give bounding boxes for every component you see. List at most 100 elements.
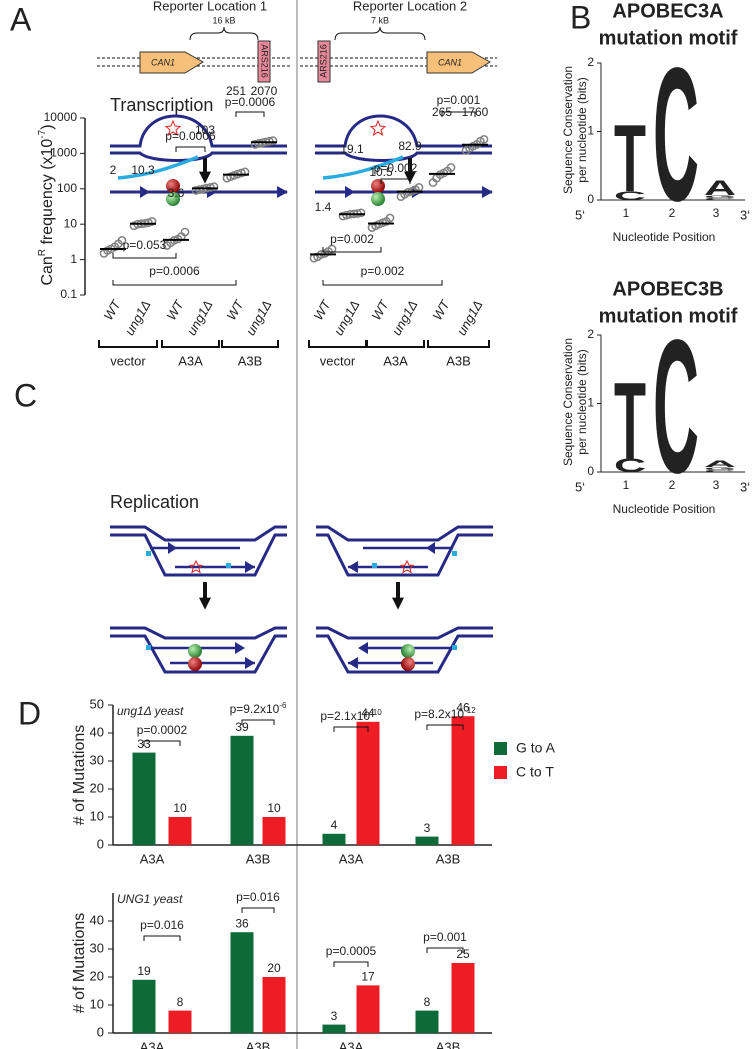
group-bracket (427, 340, 490, 348)
x-end-label: 3‘ (740, 479, 750, 494)
x-axis-label: Nucleotide Position (613, 230, 716, 244)
p-value: p=0.002 (330, 232, 374, 246)
p-bracket (241, 719, 275, 725)
y-tick-label: 0 (97, 836, 104, 851)
x-tick-label: 3 (713, 206, 720, 220)
data-point (117, 235, 127, 245)
y-tick-label: 1 (587, 396, 594, 410)
base-green (166, 192, 180, 206)
y-axis-label: # of Mutations (71, 913, 88, 1014)
p-value: p=0.002 (374, 161, 418, 175)
p-value: p=0.016 (140, 918, 184, 932)
x-axis-label: Nucleotide Position (613, 502, 716, 516)
primer (146, 645, 151, 650)
group-bracket (161, 340, 220, 348)
x-end-label: 3‘ (740, 207, 750, 222)
value-label: 2070 (251, 84, 278, 98)
reporter-title: Reporter Location 2 (353, 0, 467, 13)
bar (415, 836, 439, 845)
reporter-title: Reporter Location 1 (153, 0, 267, 13)
text-part: p=0.0005 (326, 944, 377, 958)
bar (262, 977, 286, 1033)
data-point (147, 217, 157, 226)
panel-label: A (10, 1, 32, 37)
replication-diagram (316, 527, 493, 672)
text-part: p=0.016 (140, 918, 184, 932)
strand-arrow (168, 542, 255, 573)
data-point (479, 134, 489, 144)
value-label: 3 (331, 1009, 338, 1023)
base-red (166, 179, 180, 193)
x-tick-label: A3B (246, 851, 271, 866)
x-tick-label: 1 (623, 478, 630, 492)
logo-title: mutation motif (599, 27, 738, 49)
gene-arrow (426, 51, 491, 74)
group-bracket (308, 340, 367, 348)
panel-label: D (18, 695, 41, 731)
x-tick-label: WT (163, 297, 187, 323)
x-tick-label: A3B (436, 851, 461, 866)
strand-arrow (235, 642, 255, 669)
y-tick-label: 100 (57, 181, 77, 195)
data-point (237, 168, 246, 178)
group-label: vector (110, 353, 146, 368)
group-bracket (98, 340, 158, 348)
y-tick-label: 20 (90, 780, 104, 795)
x-tick-label: 2 (669, 206, 676, 220)
text-part: p=9.2x10 (230, 702, 280, 716)
p-bracket (143, 740, 181, 746)
value-label: 4 (331, 818, 338, 832)
p-value: p=8.2x10-12 (414, 706, 476, 722)
x-tick-label: ung1Δ (331, 298, 363, 338)
x-tick-label: A3A (140, 851, 165, 866)
logo-letter: C (653, 29, 699, 242)
value-label: 10.3 (131, 163, 155, 177)
brace (189, 26, 259, 41)
y-tick-label: 1 (587, 124, 594, 138)
dna-strand (110, 634, 287, 674)
y-tick-label: 40 (90, 724, 104, 739)
p-bracket (441, 111, 476, 117)
panel-label: B (570, 0, 591, 35)
p-bracket (426, 724, 464, 730)
logo-title: mutation motif (599, 305, 738, 327)
data-point (385, 213, 395, 223)
data-point (327, 244, 337, 254)
logo-letter: A (704, 176, 736, 200)
p-value: p=0.0006 (149, 264, 200, 278)
y-tick-label: 10 (64, 216, 78, 230)
value-label: 3.6 (168, 186, 185, 200)
value-label: 46 (456, 700, 470, 714)
text-part: p=0.001 (423, 930, 467, 944)
x-tick-label: ung1Δ (454, 298, 486, 338)
y-tick-label: 20 (90, 968, 104, 983)
x-tick-label: WT (310, 297, 334, 323)
group-label: A3A (178, 353, 203, 368)
x-tick-label: WT (368, 297, 392, 323)
subtitle: UNG1 yeast (117, 892, 183, 906)
x-tick-label: WT (100, 297, 124, 323)
x-tick-label: ung1Δ (389, 298, 421, 338)
x-tick-label: ung1Δ (243, 298, 275, 338)
lesion-star (188, 559, 204, 574)
y-tick-label: 40 (90, 912, 104, 927)
value-label: 36 (235, 916, 249, 930)
logo-letter: C (653, 301, 699, 514)
primer (146, 551, 151, 556)
p-value: p=0.002 (361, 264, 405, 278)
p-bracket (333, 961, 369, 967)
y-axis-label: CanR frequency (x10-7) (37, 124, 56, 285)
y-tick-label: 30 (90, 940, 104, 955)
origin-label: ARS216 (260, 44, 270, 78)
p-value: p=0.001 (423, 930, 467, 944)
replication-diagram (110, 525, 287, 674)
text-part: p=0.016 (236, 890, 280, 904)
y-axis-label: # of Mutations (71, 725, 88, 826)
logo-letter: C (614, 455, 646, 476)
y-tick-label: 0 (587, 192, 594, 206)
distance: 16 kB (212, 15, 235, 25)
p-bracket (380, 178, 411, 184)
y-tick-label: 0 (587, 464, 594, 478)
legend-swatch (494, 766, 507, 779)
